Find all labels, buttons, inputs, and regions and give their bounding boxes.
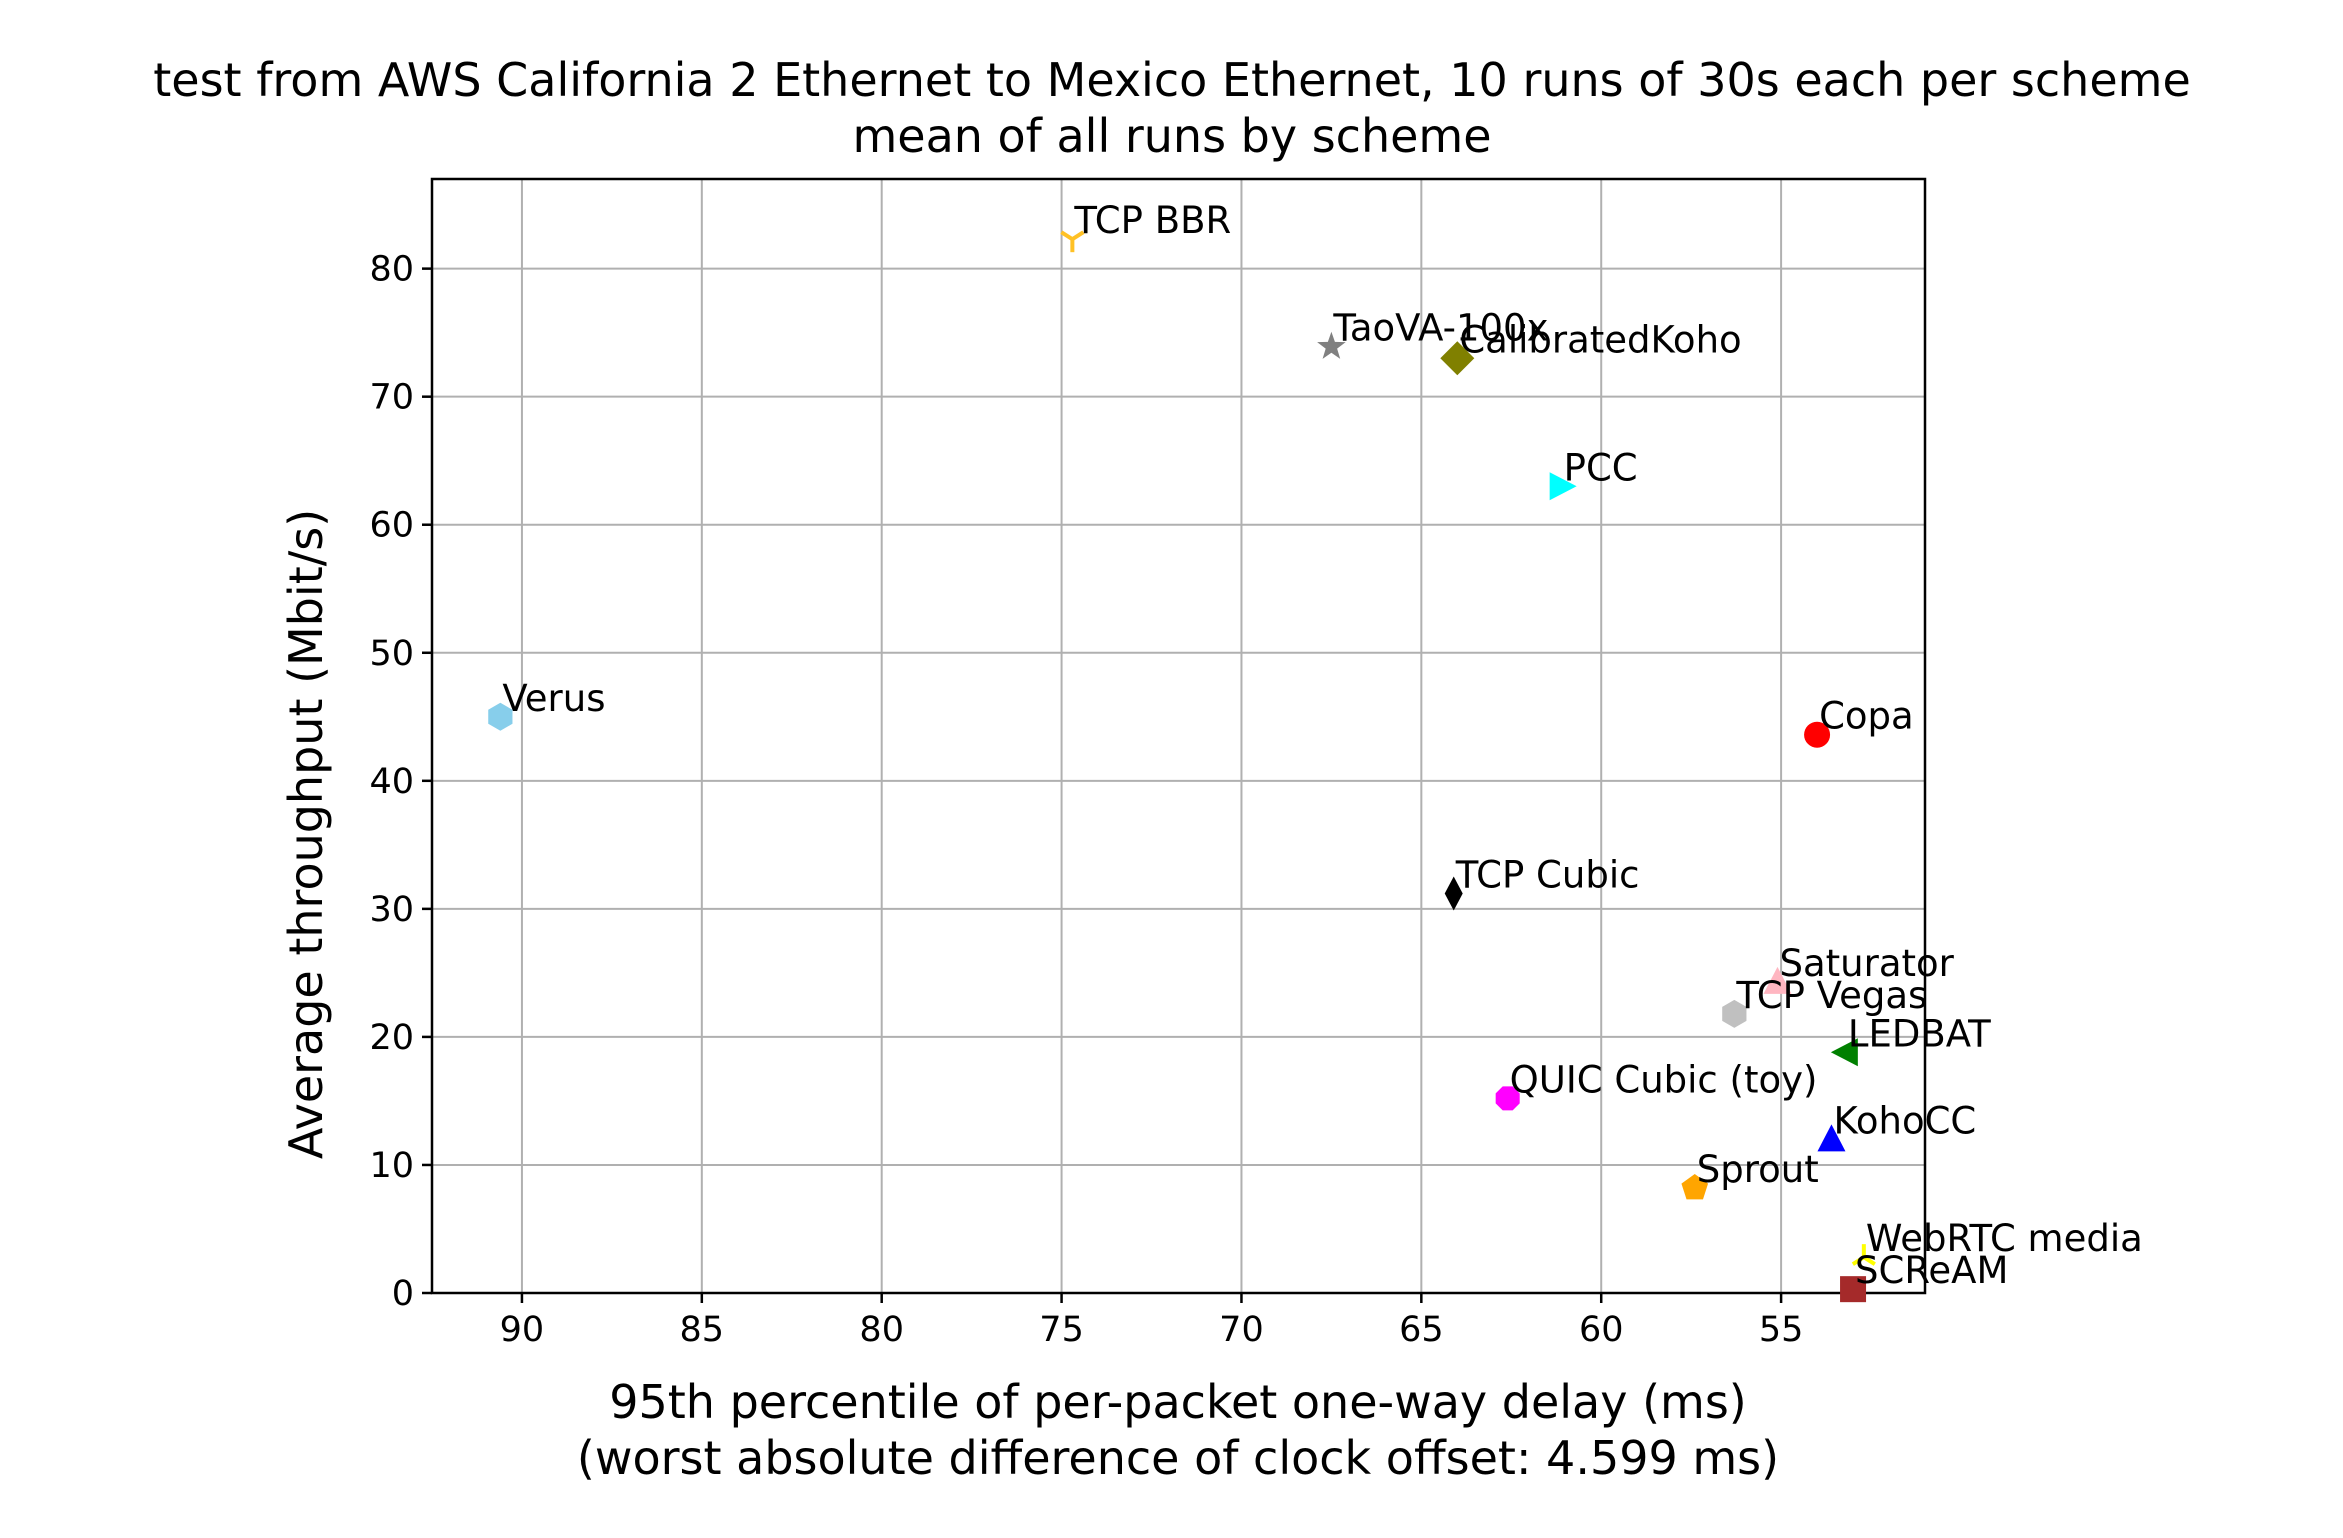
marker-shape xyxy=(1804,721,1831,748)
data-point xyxy=(1060,230,1085,253)
y-tick-label: 0 xyxy=(392,1274,414,1314)
y-tick-label: 60 xyxy=(369,506,414,546)
point-label: Saturator xyxy=(1779,942,1954,985)
x-axis-sublabel: (worst absolute difference of clock offs… xyxy=(577,1431,1779,1485)
x-tick-label: 70 xyxy=(1219,1310,1264,1350)
y-tick-label: 30 xyxy=(369,890,414,930)
marker-shape xyxy=(1840,1276,1867,1303)
y-tick-label: 40 xyxy=(369,762,414,802)
y-axis-label: Average throughput (Mbit/s) xyxy=(279,509,333,1159)
marker-shape xyxy=(1681,1174,1709,1200)
data-point xyxy=(488,702,513,731)
x-tick-label: 90 xyxy=(500,1310,545,1350)
x-tick-label: 65 xyxy=(1399,1310,1444,1350)
chart-title: test from AWS California 2 Ethernet to M… xyxy=(153,53,2191,107)
point-label: TCP BBR xyxy=(1073,199,1231,242)
marker-shape xyxy=(1444,876,1463,911)
point-label: QUIC Cubic (toy) xyxy=(1510,1058,1818,1101)
data-point xyxy=(1851,1244,1876,1266)
data-point xyxy=(1444,876,1463,911)
point-label: TCP Vegas xyxy=(1735,974,1927,1017)
point-label: SCReAM xyxy=(1855,1249,2008,1292)
y-tick-label: 80 xyxy=(369,250,414,290)
marker-shape xyxy=(1722,999,1747,1028)
point-label: Sprout xyxy=(1697,1148,1819,1191)
marker-shape xyxy=(1763,966,1792,994)
data-point xyxy=(1817,1124,1846,1152)
y-tick-label: 20 xyxy=(369,1018,414,1058)
point-label: LEDBAT xyxy=(1848,1012,1991,1055)
point-label: CalibratedKoho xyxy=(1459,318,1741,361)
point-label: WebRTC media xyxy=(1866,1217,2143,1260)
marker-shape xyxy=(488,702,513,731)
point-label: KohoCC xyxy=(1833,1099,1976,1142)
marker-shape xyxy=(1317,331,1346,359)
data-point xyxy=(1804,721,1831,748)
x-tick-label: 80 xyxy=(859,1310,904,1350)
point-label: TaoVA-100x xyxy=(1332,307,1548,350)
data-point xyxy=(1763,966,1792,994)
point-label: PCC xyxy=(1564,446,1638,489)
marker-shape xyxy=(1862,1255,1876,1266)
data-point xyxy=(1681,1174,1709,1200)
data-point xyxy=(1495,1086,1520,1111)
point-label: TCP Cubic xyxy=(1455,853,1640,896)
marker-shape xyxy=(1830,1038,1858,1067)
data-point xyxy=(1549,472,1577,501)
chart-subtitle: mean of all runs by scheme xyxy=(852,109,1491,163)
y-tick-label: 70 xyxy=(369,378,414,418)
y-tick-label: 10 xyxy=(369,1146,414,1186)
marker-shape xyxy=(1060,230,1074,241)
y-tick-label: 50 xyxy=(369,634,414,674)
marker-shape xyxy=(1071,230,1085,241)
marker-shape xyxy=(1851,1255,1865,1266)
data-point xyxy=(1317,331,1346,359)
plot-area: 90 85 80 75 70 65 60 55 0 10 20 30 40 50 60 70 80 TCP BBR… xyxy=(369,177,2143,1350)
x-tick-label: 85 xyxy=(680,1310,725,1350)
data-point xyxy=(1722,999,1747,1028)
x-axis-label: 95th percentile of per-packet one-way de… xyxy=(609,1375,1747,1429)
data-point xyxy=(1830,1038,1858,1067)
marker-shape xyxy=(1549,472,1577,501)
point-label: Verus xyxy=(502,677,605,720)
marker-shape xyxy=(1495,1086,1520,1111)
marker-shape xyxy=(1440,341,1475,376)
x-tick-label: 60 xyxy=(1579,1310,1624,1350)
marker-shape xyxy=(1817,1124,1846,1152)
x-tick-label: 55 xyxy=(1759,1310,1804,1350)
data-point xyxy=(1440,341,1475,376)
x-tick-label: 75 xyxy=(1039,1310,1084,1350)
plot-frame xyxy=(430,177,1927,1295)
point-label: Copa xyxy=(1819,695,1914,738)
data-point xyxy=(1840,1276,1867,1303)
